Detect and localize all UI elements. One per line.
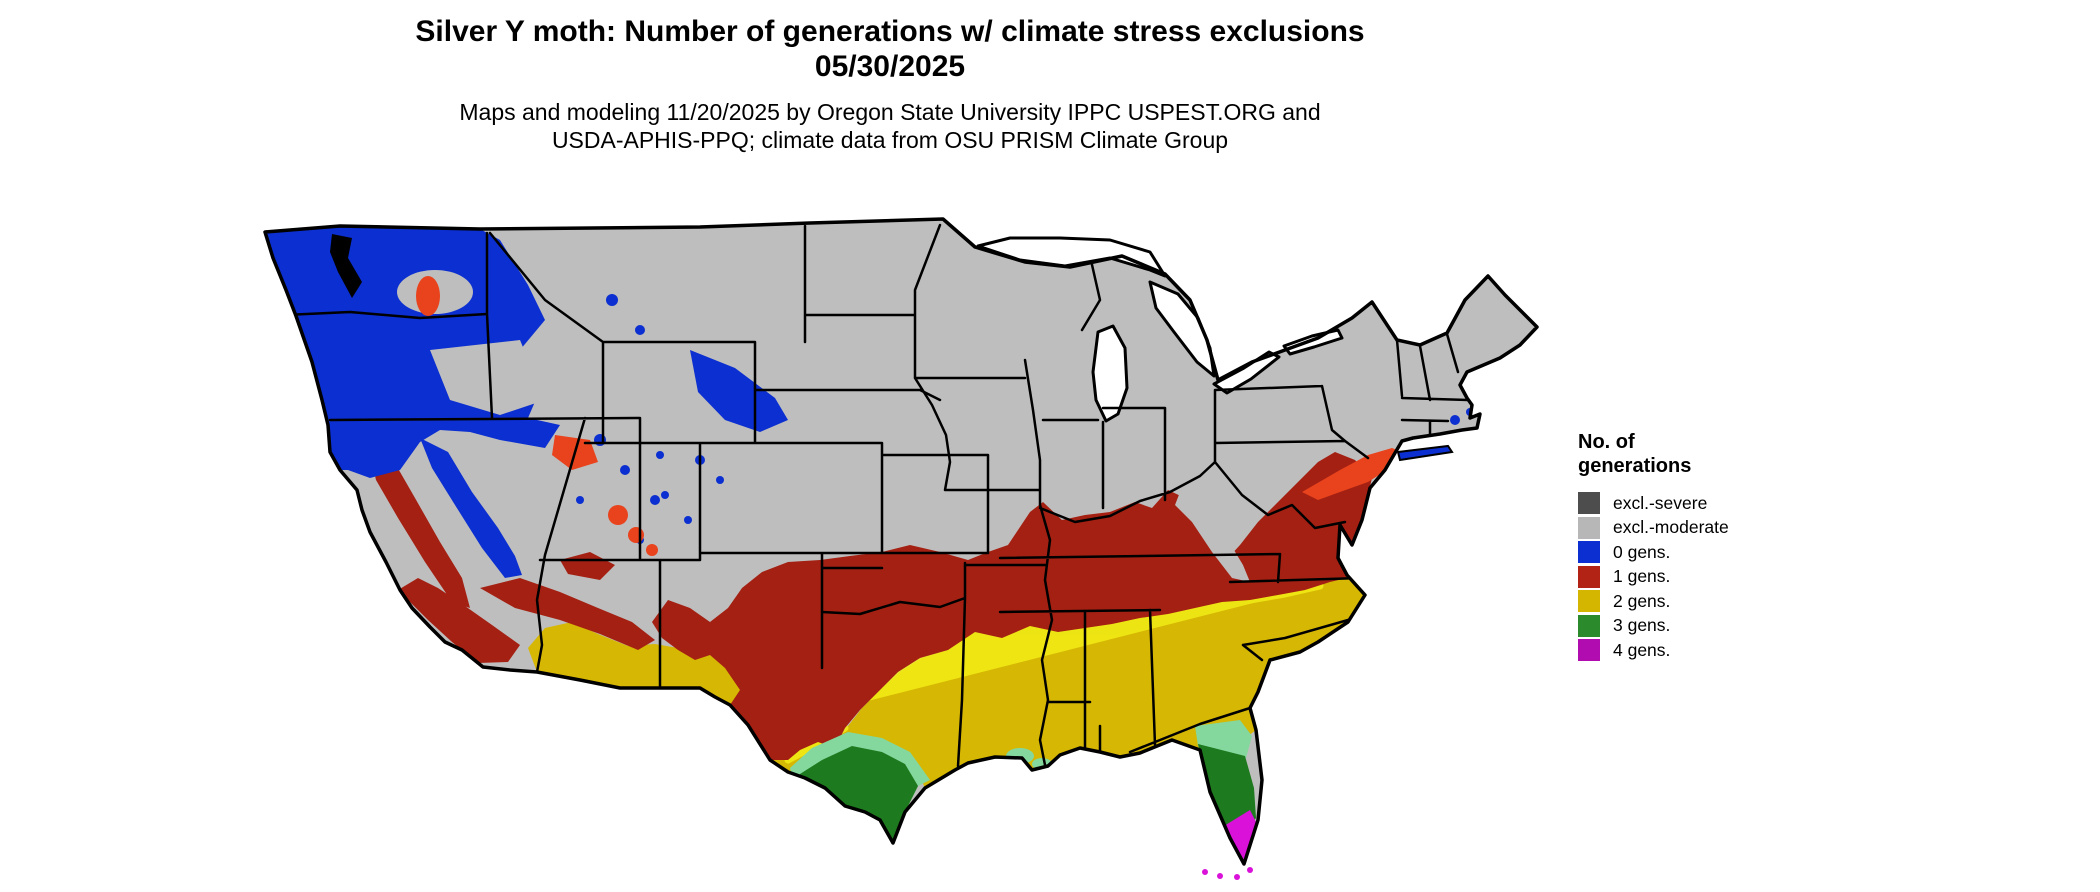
legend-swatch <box>1578 492 1600 514</box>
legend-item-label: excl.-severe <box>1613 492 1708 513</box>
legend: No. of generations excl.-severe excl.-mod… <box>1578 430 1878 664</box>
legend-swatch <box>1578 639 1600 661</box>
legend-item: 1 gens. <box>1578 565 1878 588</box>
region-3-generations <box>790 720 1256 843</box>
legend-items: excl.-severe excl.-moderate 0 gens. 1 gens.… <box>1578 492 1878 661</box>
lake-ontario <box>1282 328 1344 356</box>
region-4-generations <box>873 810 1258 864</box>
lake-michigan <box>1091 324 1129 423</box>
region-stress-orange <box>416 276 1402 556</box>
puget-sound <box>330 234 362 298</box>
legend-item: 3 gens. <box>1578 614 1878 637</box>
legend-item-label: 2 gens. <box>1613 590 1671 611</box>
page-title: Silver Y moth: Number of generations w/ … <box>415 15 1365 48</box>
legend-item: excl.-severe <box>1578 492 1878 514</box>
legend-swatch <box>1578 516 1600 539</box>
long-island <box>1396 444 1454 462</box>
map-date: 05/30/2025 <box>814 50 966 83</box>
legend-item: 0 gens. <box>1578 541 1878 563</box>
attribution-line1: Maps and modeling 11/20/2025 by Oregon S… <box>459 99 1321 125</box>
legend-item-label: excl.-moderate <box>1613 517 1729 537</box>
conus-coastline <box>263 217 1539 866</box>
attribution-line2: USDA-APHIS-PPQ; climate data from OSU PR… <box>551 127 1229 153</box>
legend-item: 2 gens. <box>1578 590 1878 612</box>
legend-item: excl.-moderate <box>1578 516 1878 539</box>
legend-swatch <box>1578 590 1600 612</box>
legend-item-label: 1 gens. <box>1613 566 1671 586</box>
legend-item-label: 4 gens. <box>1613 639 1671 660</box>
state-borders <box>265 223 1470 768</box>
legend-swatch <box>1578 614 1600 637</box>
legend-item-label: 0 gens. <box>1613 541 1671 562</box>
region-appalachian-excluded <box>1175 492 1250 582</box>
title-block: Silver Y moth: Number of generations w/ … <box>170 14 1610 154</box>
florida-keys <box>1202 867 1253 880</box>
legend-item: 4 gens. <box>1578 639 1878 661</box>
legend-swatch <box>1578 565 1600 588</box>
legend-title: No. of generations <box>1578 431 1692 477</box>
legend-item-label: 3 gens. <box>1613 615 1671 635</box>
legend-swatch <box>1578 541 1600 563</box>
lake-huron <box>1148 280 1216 378</box>
